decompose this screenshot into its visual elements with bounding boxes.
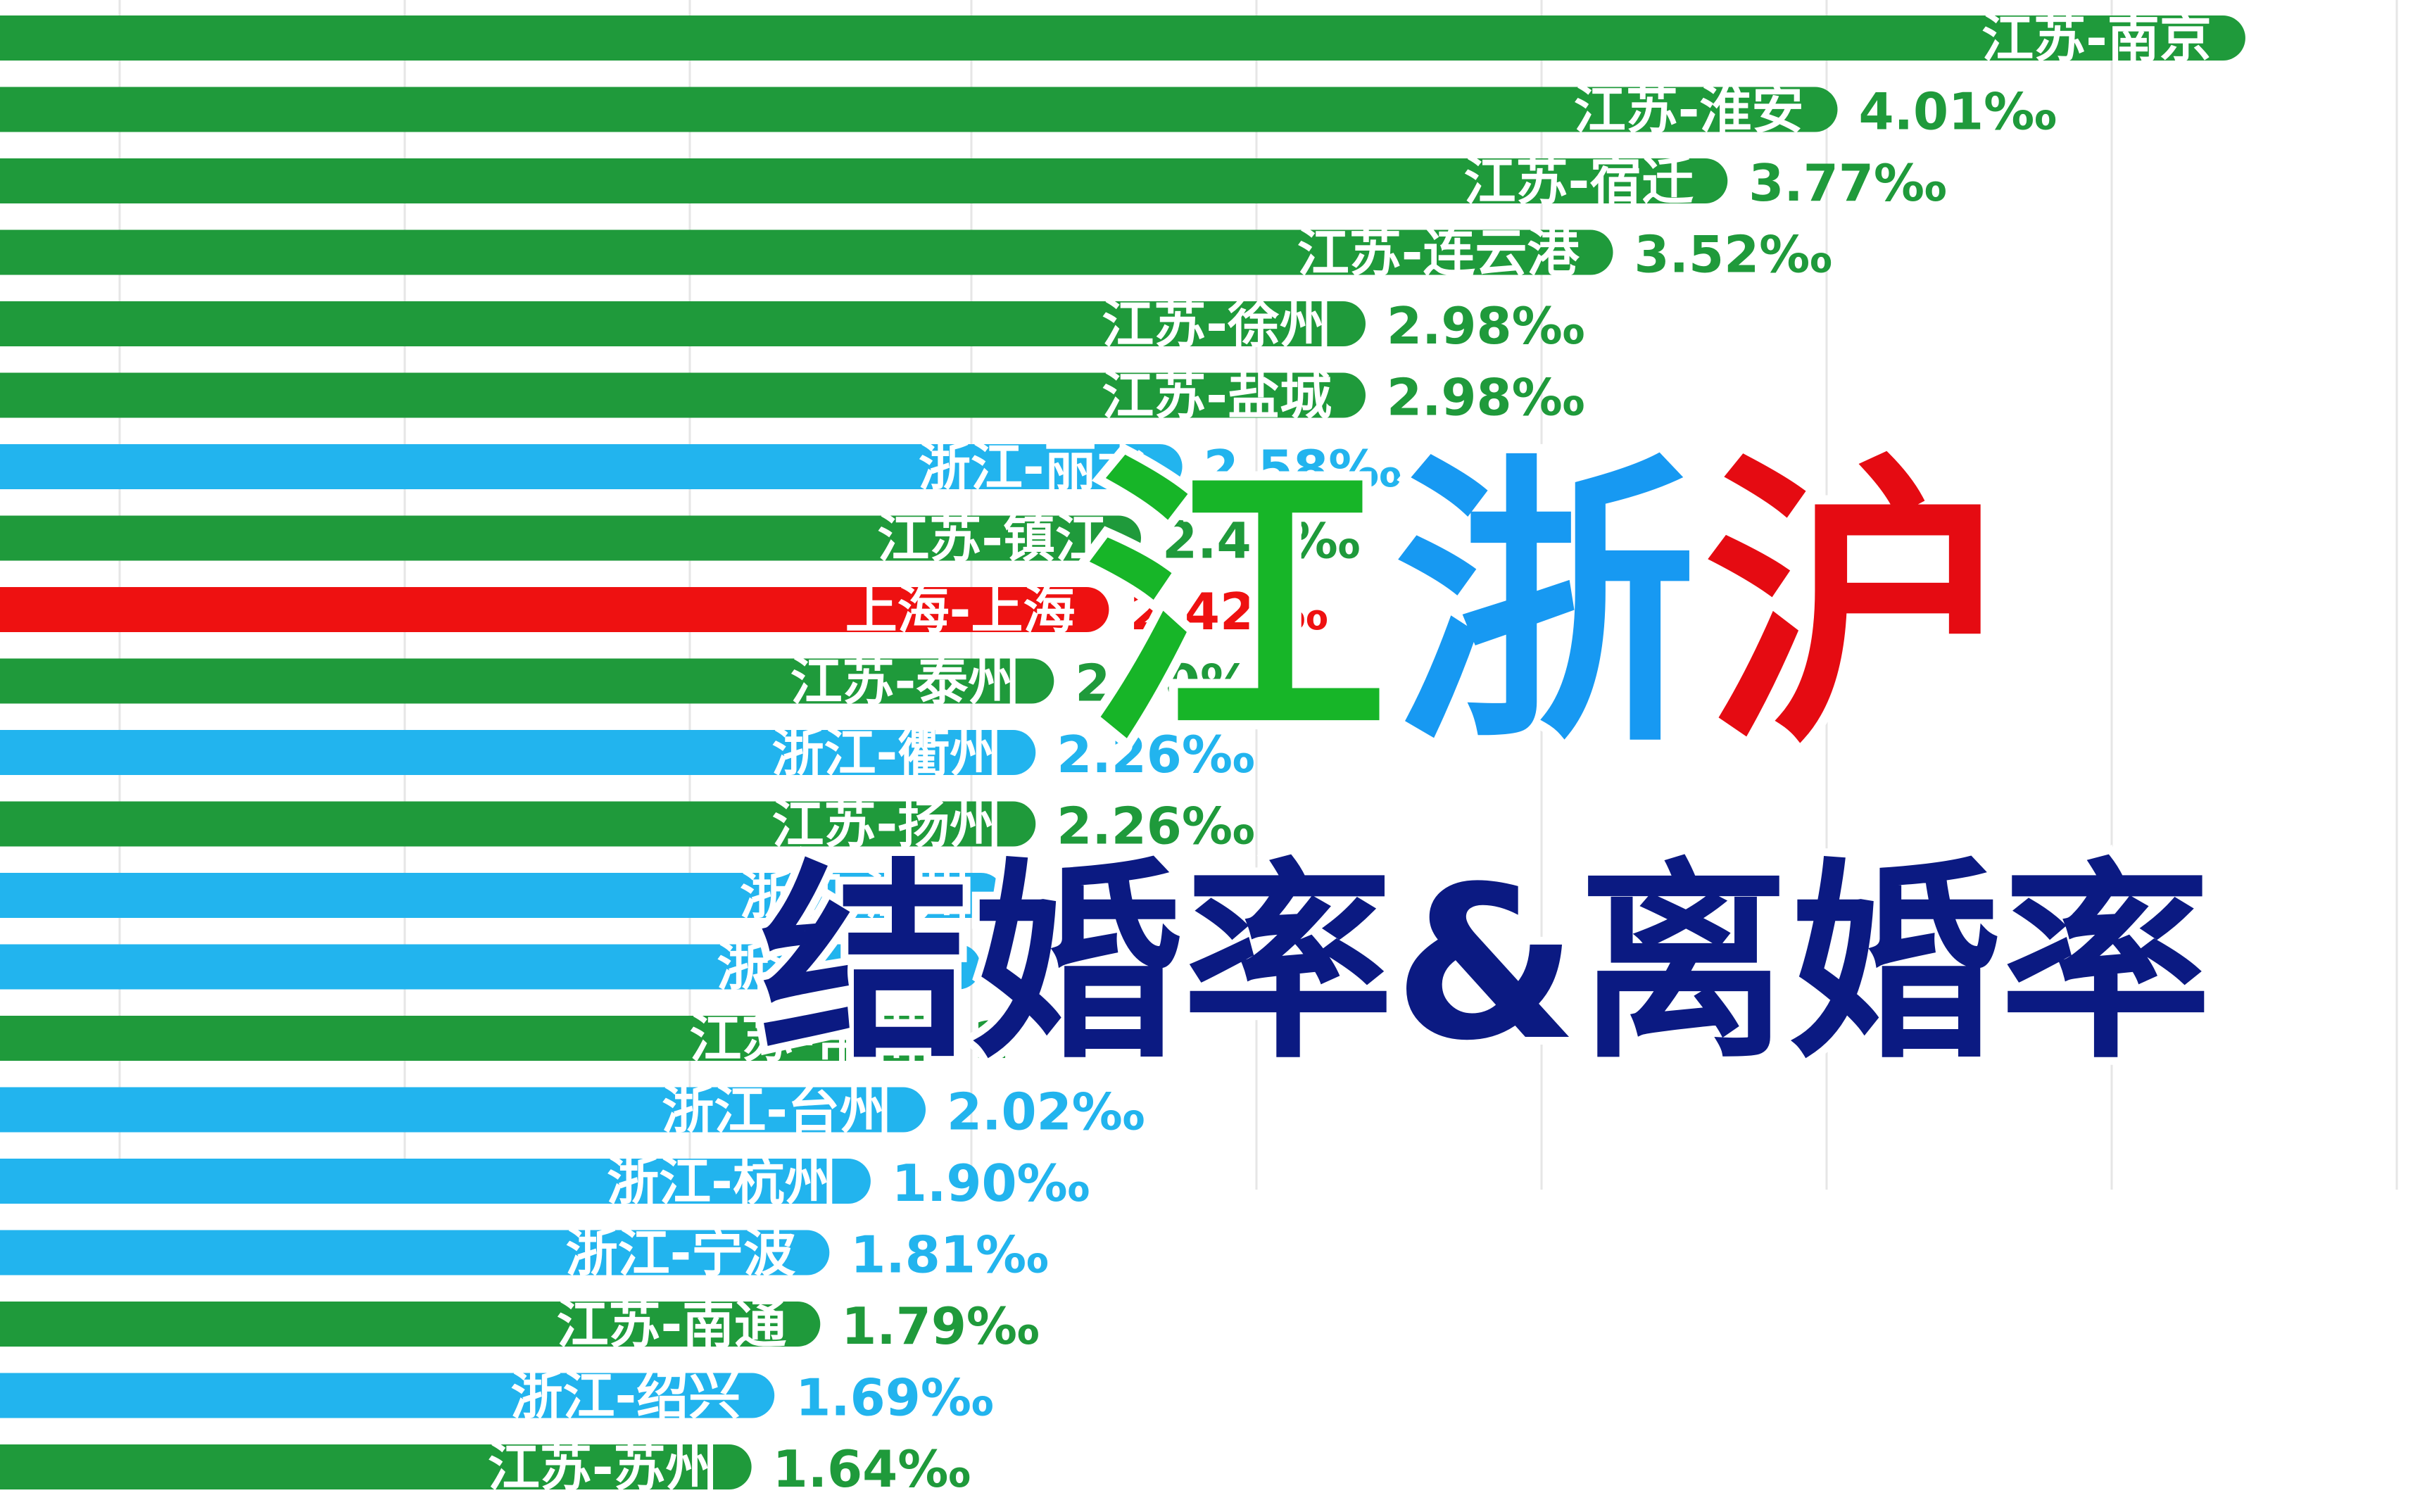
bar-value-label: 3.77‰ — [1748, 153, 1946, 213]
bar — [0, 1230, 830, 1275]
bar — [0, 944, 981, 990]
bar-item: 浙江-台州 2.02‰ — [0, 1081, 1145, 1142]
bar-category-label: 江苏-淮安 — [1574, 80, 1804, 141]
bar-value-label: 2.30‰ — [1075, 654, 1273, 713]
bar-value-label: 1.79‰ — [841, 1297, 1039, 1356]
bar-item: 浙江-绍兴 1.69‰ — [0, 1366, 994, 1428]
bar-category-label: 江苏-南京 — [1981, 8, 2212, 69]
bar — [0, 873, 1004, 918]
bar-item: 浙江-舟山 — [0, 938, 981, 998]
bar-value-label: 1.81‰ — [850, 1226, 1048, 1285]
bar-value-label: 2.02‰ — [947, 1083, 1145, 1142]
bar-value-label: 2.58‰ — [1204, 439, 1401, 498]
bar-item: 江苏-常州 2 — [0, 1009, 1009, 1070]
bar-item: 江苏-南京 — [0, 8, 2245, 69]
bar — [0, 301, 1366, 346]
bar-value-label: 2.98‰ — [1387, 368, 1584, 427]
bar — [0, 87, 1838, 132]
bar-category-label: 江苏-苏州 — [488, 1437, 718, 1498]
bar-value-label: 2.26‰ — [1057, 797, 1254, 856]
bar-value-label: 2 — [974, 1011, 1009, 1070]
bar-category-label: 江苏-常州 — [689, 1009, 919, 1069]
bar — [0, 730, 1036, 775]
bar-item: 江苏-徐州 2.98‰ — [0, 294, 1584, 355]
bar — [0, 801, 1036, 847]
bar-value-label: 1.64‰ — [773, 1439, 971, 1499]
bar-category-label: 江苏-徐州 — [1102, 294, 1332, 355]
bar-category-label: 江苏-镇江 — [877, 509, 1107, 569]
bar-item: 浙江-丽水 2.58‰ — [0, 437, 1401, 498]
bar — [0, 229, 1613, 275]
bar-category-label: 浙江-丽水 — [919, 437, 1149, 498]
bar-category-label: 浙江-宁波 — [566, 1223, 796, 1284]
bar-value-label: 4.01‰ — [1859, 82, 2057, 141]
bar-value-label: 2.26‰ — [1057, 725, 1254, 784]
bar-value-label: 2.98‰ — [1387, 296, 1584, 355]
bar-category-label: 江苏-盐城 — [1102, 366, 1332, 427]
bar-item: 江苏-南通 1.79‰ — [0, 1294, 1040, 1356]
bar-item: 江苏-连云港 3.52‰ — [0, 223, 1832, 284]
bar — [0, 1373, 775, 1418]
main-title: 江浙沪 — [1075, 394, 2323, 817]
bar — [0, 15, 2245, 61]
bar-category-label: 江苏-扬州 — [772, 795, 1002, 855]
subtitle: 结婚率&离婚率 — [752, 833, 2219, 1095]
bar — [0, 1016, 954, 1061]
title-char-zhe: 浙 — [1385, 418, 1706, 792]
bar-item: 浙江-衢州 2.26‰ — [0, 723, 1255, 784]
bar-item: 浙江-湖州 — [0, 866, 1004, 926]
bar-category-label: 江苏-泰州 — [790, 652, 1021, 712]
bar-value-label: 1.90‰ — [892, 1154, 1090, 1213]
bar — [0, 444, 1183, 489]
bar-item: 江苏-扬州 2.26‰ — [0, 795, 1255, 856]
bar-item: 江苏-宿迁 3.77‰ — [0, 151, 1947, 213]
bar-item: 浙江-宁波 1.81‰ — [0, 1223, 1049, 1285]
bar-item: 江苏-苏州 1.64‰ — [0, 1437, 971, 1499]
bar — [0, 1159, 871, 1204]
bar-category-label: 浙江-绍兴 — [510, 1366, 741, 1427]
bar-category-label: 浙江-杭州 — [607, 1152, 837, 1212]
bar-category-label: 浙江-舟山 — [717, 938, 947, 998]
bar-category-label: 浙江-湖州 — [740, 866, 970, 926]
bar-item: 上海-上海 2.42‰ — [0, 580, 1328, 641]
bar-category-label: 江苏-连云港 — [1297, 223, 1580, 284]
bar-item: 江苏-淮安 4.01‰ — [0, 80, 2057, 141]
bar-category-label: 浙江-台州 — [662, 1081, 892, 1141]
bar — [0, 1087, 926, 1133]
bar — [0, 1444, 752, 1489]
bar — [0, 1302, 821, 1347]
bar — [0, 587, 1109, 632]
title-char-jiang: 江 — [1075, 418, 1396, 792]
bar-category-label: 浙江-衢州 — [772, 723, 1002, 783]
bar-item: 江苏-盐城 2.98‰ — [0, 366, 1584, 427]
bar — [0, 372, 1366, 418]
bar-value-label: 2.42‰ — [1130, 582, 1328, 641]
bar-category-label: 江苏-南通 — [557, 1294, 787, 1355]
bar-value-label: 1.69‰ — [795, 1368, 993, 1428]
bar-category-label: 上海-上海 — [845, 580, 1076, 641]
bar — [0, 158, 1728, 203]
bar-item: 浙江-杭州 1.90‰ — [0, 1152, 1090, 1213]
bar-value-label: 2.49‰ — [1162, 511, 1360, 570]
bar-item: 江苏-镇江 2.49‰ — [0, 509, 1360, 570]
bar — [0, 658, 1054, 704]
title-char-hu: 沪 — [1694, 418, 2015, 792]
bar-category-label: 江苏-宿迁 — [1464, 151, 1694, 212]
bar-item: 江苏-泰州 2.30‰ — [0, 652, 1273, 713]
bar — [0, 515, 1141, 561]
bar-value-label: 3.52‰ — [1634, 225, 1832, 284]
